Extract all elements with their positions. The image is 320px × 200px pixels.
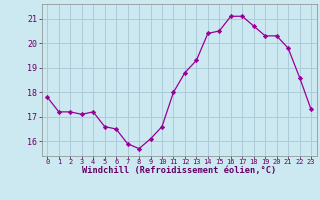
X-axis label: Windchill (Refroidissement éolien,°C): Windchill (Refroidissement éolien,°C): [82, 166, 276, 175]
